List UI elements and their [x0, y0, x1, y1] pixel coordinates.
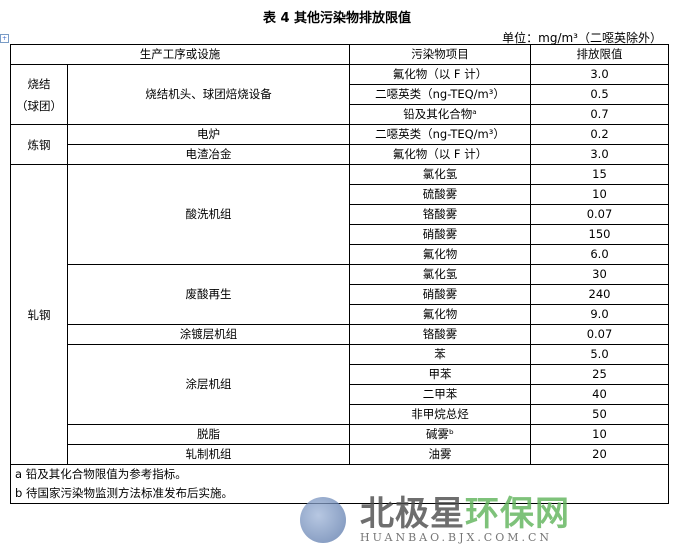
limit-cell: 5.0: [530, 344, 669, 365]
limit-cell: 0.7: [530, 104, 669, 125]
table-title: 表 4 其他污染物排放限值: [262, 11, 412, 26]
pollutant-cell: 铅及其化合物ᵃ: [349, 104, 531, 125]
pollutant-cell: 硫酸雾: [349, 184, 531, 205]
limit-cell: 3.0: [530, 144, 669, 165]
limit-cell: 50: [530, 404, 669, 425]
process-group-cell: 烧结 （球团）: [10, 64, 68, 125]
process-group-cell: 炼钢: [10, 124, 68, 165]
pollutant-cell: 氟化物: [349, 304, 531, 325]
table-row: 硝酸雾 240: [11, 284, 669, 305]
pollutant-cell: 氟化物: [349, 244, 531, 265]
pollutant-cell: 氯化氢: [349, 264, 531, 285]
footnote: a 铅及其化合物限值为参考指标。: [10, 464, 669, 484]
table-row: 涂镀层机组 铬酸雾 0.07: [11, 324, 669, 345]
facility-cell: 酸洗机组: [67, 164, 350, 265]
table-row: 轧钢 酸洗机组 氯化氢 15: [10, 164, 669, 465]
limit-cell: 3.0: [530, 64, 669, 85]
table-row: 二噁英类（ng-TEQ/m³） 0.5: [11, 84, 669, 105]
table-row: 涂层机组苯 5.0: [11, 344, 669, 425]
limit-cell: 6.0: [530, 244, 669, 265]
limit-cell: 0.07: [530, 324, 669, 345]
pollutant-cell: 铬酸雾: [349, 204, 531, 225]
table-row: 炼钢 电炉 二噁英类（ng-TEQ/m³） 0.2: [10, 124, 669, 165]
limit-cell: 25: [530, 364, 669, 385]
facility-cell: 涂镀层机组: [67, 324, 350, 345]
limit-cell: 240: [530, 284, 669, 305]
pollutant-cell: 油雾: [349, 444, 531, 465]
table-row: 二甲苯 40: [11, 384, 669, 405]
pollutant-cell: 二噁英类（ng-TEQ/m³）: [349, 124, 531, 145]
limit-cell: 10: [530, 424, 669, 445]
limit-cell: 30: [530, 264, 669, 285]
limit-cell: 0.07: [530, 204, 669, 225]
pollutant-cell: 氟化物（以 F 计）: [349, 64, 531, 85]
table-row: 甲苯 25: [11, 364, 669, 385]
header-limit: 排放限值: [530, 44, 669, 65]
limit-cell: 9.0: [530, 304, 669, 325]
limit-cell: 0.2: [530, 124, 669, 145]
limit-cell: 20: [530, 444, 669, 465]
facility-cell: 脱脂: [67, 424, 350, 445]
table-row: 脱脂 碱雾ᵇ 10: [11, 424, 669, 445]
pollutant-cell: 非甲烷总烃: [349, 404, 531, 425]
table-row: 废酸再生 氯化氢 30: [11, 264, 669, 325]
unit-label: 单位：mg/m³（二噁英除外）: [502, 31, 662, 45]
limit-cell: 0.5: [530, 84, 669, 105]
limit-cell: 10: [530, 184, 669, 205]
process-group-cell: 轧钢: [10, 164, 68, 465]
facility-cell: 电炉: [67, 124, 350, 145]
watermark: 北极星环保网 HUANBAO.BJX.COM.CN: [300, 497, 660, 545]
header-row: 生产工序或设施 污染物项目 排放限值: [10, 44, 669, 65]
pollutant-cell: 氟化物（以 F 计）: [349, 144, 531, 165]
footnote: b 待国家污染物监测方法标准发布后实施。: [10, 484, 669, 504]
pollutant-cell: 甲苯: [349, 364, 531, 385]
header-pollutant: 污染物项目: [349, 44, 531, 65]
limit-cell: 15: [530, 164, 669, 185]
pollutant-cell: 氯化氢: [349, 164, 531, 185]
facility-cell: 烧结机头、球团焙烧设备: [67, 64, 350, 125]
facility-cell: 涂层机组: [67, 344, 350, 425]
pollutant-cell: 硝酸雾: [349, 284, 531, 305]
pollutant-cell: 铬酸雾: [349, 324, 531, 345]
pollutant-cell: 二甲苯: [349, 384, 531, 405]
watermark-url: HUANBAO.BJX.COM.CN: [360, 531, 553, 544]
facility-cell: 电渣冶金: [67, 144, 350, 165]
emission-limits-table: 生产工序或设施 污染物项目 排放限值 烧结 （球团） 烧结机头、球团焙烧设备 氟化物…: [10, 44, 669, 504]
pollutant-cell: 苯: [349, 344, 531, 365]
table-row: 电渣冶金 氟化物（以 F 计） 3.0: [11, 144, 669, 165]
footnote-row: b 待国家污染物监测方法标准发布后实施。: [10, 484, 669, 504]
table-row: 硫酸雾 10: [11, 184, 669, 205]
limit-cell: 40: [530, 384, 669, 405]
facility-cell: 废酸再生: [67, 264, 350, 325]
limit-cell: 150: [530, 224, 669, 245]
pollutant-cell: 二噁英类（ng-TEQ/m³）: [349, 84, 531, 105]
table-anchor-icon[interactable]: +: [0, 34, 9, 43]
footnote-row: a 铅及其化合物限值为参考指标。: [10, 464, 669, 484]
table-row: 硝酸雾 150: [11, 224, 669, 245]
header-process: 生产工序或设施: [10, 44, 350, 65]
facility-cell: 轧制机组: [67, 444, 350, 465]
table-row: 轧制机组 油雾 20: [11, 444, 669, 465]
pollutant-cell: 硝酸雾: [349, 224, 531, 245]
table-row: 烧结 （球团） 烧结机头、球团焙烧设备 氟化物（以 F 计） 3.0: [10, 64, 669, 125]
pollutant-cell: 碱雾ᵇ: [349, 424, 531, 445]
